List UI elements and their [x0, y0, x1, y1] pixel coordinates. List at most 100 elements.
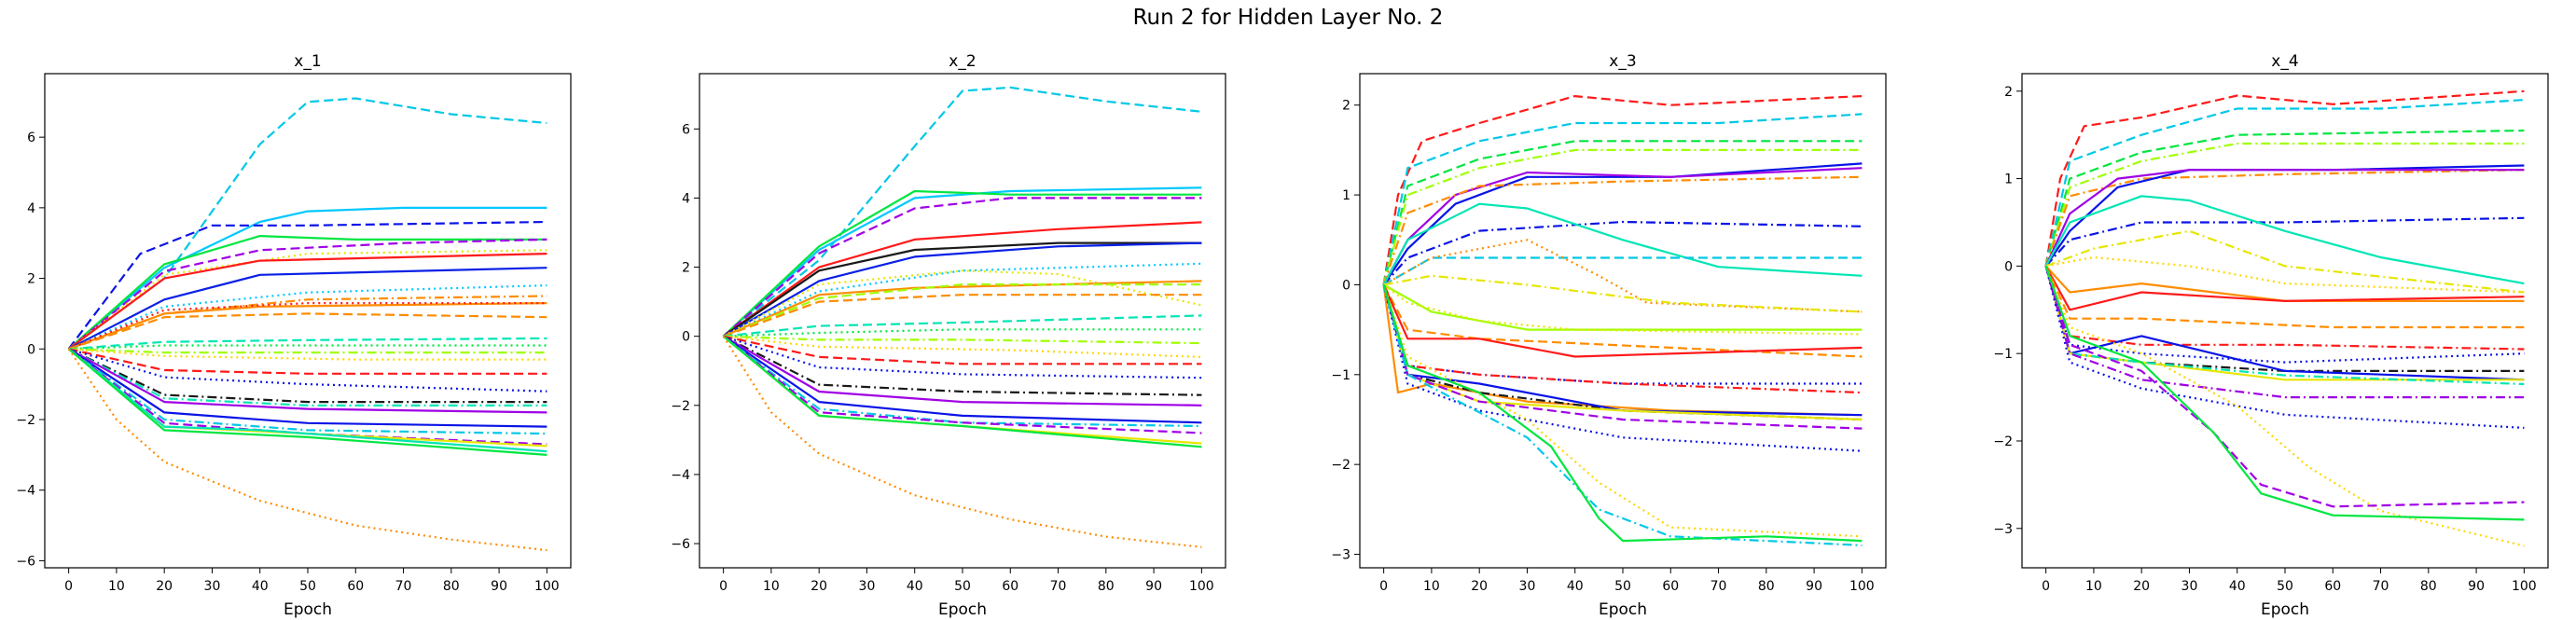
series-line — [723, 314, 1202, 338]
series-line — [67, 348, 547, 456]
series-line — [1383, 256, 1863, 286]
x-tick-label: 0 — [719, 579, 727, 594]
x-tick-label: 50 — [2277, 579, 2293, 594]
x-tick-label: 50 — [1614, 579, 1631, 594]
x-tick-label: 100 — [2512, 579, 2537, 594]
y-tick-label: 2 — [27, 272, 35, 287]
x-tick-label: 40 — [907, 579, 923, 594]
series-line — [68, 312, 547, 351]
series-line — [722, 197, 1202, 338]
series-line — [1382, 202, 1863, 286]
x-axis-label: Epoch — [284, 600, 332, 619]
series-line — [722, 241, 1202, 338]
x-tick-label: 100 — [1849, 579, 1875, 594]
y-tick-label: 0 — [682, 330, 690, 345]
series-line — [2044, 266, 2525, 399]
series-line — [723, 335, 1202, 358]
x-tick-label: 100 — [1189, 579, 1214, 594]
series-line — [1382, 284, 1863, 538]
series-line — [68, 348, 547, 354]
series-line — [722, 189, 1202, 338]
x-tick-label: 60 — [1002, 579, 1018, 594]
y-tick-label: −4 — [671, 468, 690, 483]
x-tick-label: 70 — [1050, 579, 1067, 594]
series-line — [722, 335, 1202, 424]
subplot-title: x_1 — [294, 52, 321, 71]
x-tick-label: 10 — [763, 579, 780, 594]
y-tick-label: −6 — [671, 537, 690, 552]
series-line — [68, 344, 547, 351]
y-tick-label: −1 — [1993, 347, 2013, 362]
x-tick-label: 80 — [1758, 579, 1775, 594]
y-tick-label: 6 — [27, 131, 35, 145]
series-line — [1382, 284, 1863, 358]
x-tick-label: 20 — [156, 579, 173, 594]
x-tick-label: 90 — [1145, 579, 1162, 594]
series-line — [67, 348, 547, 428]
x-tick-label: 20 — [810, 579, 827, 594]
series-line — [723, 335, 1202, 345]
series-line — [68, 302, 547, 351]
y-tick-label: 2 — [2004, 85, 2013, 100]
x-tick-label: 90 — [491, 579, 507, 594]
x-tick-label: 10 — [1423, 579, 1440, 594]
y-tick-label: −3 — [1993, 522, 2013, 537]
series-line — [1382, 148, 1863, 285]
series-line — [1382, 94, 1863, 285]
x-tick-label: 30 — [2181, 579, 2198, 594]
series-line — [2044, 169, 2525, 267]
series-group — [1382, 94, 1863, 546]
series-line — [2044, 195, 2525, 285]
series-line — [2044, 266, 2525, 508]
series-line — [2044, 265, 2525, 311]
subplot-title: x_4 — [2271, 52, 2298, 71]
series-line — [2044, 129, 2525, 267]
series-line — [68, 267, 547, 351]
series-line — [68, 348, 547, 404]
series-line — [67, 348, 547, 552]
y-tick-label: −4 — [16, 484, 35, 499]
series-line — [2044, 265, 2525, 329]
x-tick-label: 100 — [534, 579, 560, 594]
series-line — [68, 348, 547, 361]
x-tick-label: 60 — [347, 579, 364, 594]
series-line — [1383, 283, 1863, 331]
series-line — [2044, 265, 2525, 302]
y-tick-label: −2 — [1993, 434, 2013, 449]
x-tick-label: 10 — [2085, 579, 2102, 594]
series-line — [1383, 274, 1863, 313]
series-line — [723, 269, 1202, 338]
x-axis-label: Epoch — [938, 600, 987, 619]
series-line — [723, 328, 1202, 338]
series-line — [2044, 266, 2525, 364]
series-line — [2044, 90, 2525, 267]
figure-title: Run 2 for Hidden Layer No. 2 — [1132, 6, 1444, 30]
x-tick-label: 90 — [2468, 579, 2485, 594]
series-line — [723, 335, 1202, 379]
y-tick-label: 4 — [27, 201, 35, 216]
x-tick-label: 40 — [1567, 579, 1584, 594]
series-line — [1382, 113, 1863, 285]
series-line — [68, 337, 547, 351]
series-line — [2044, 169, 2525, 267]
y-tick-label: 6 — [682, 122, 690, 137]
series-line — [67, 348, 547, 435]
y-tick-label: 1 — [2004, 172, 2013, 187]
series-line — [722, 186, 1202, 338]
x-tick-label: 70 — [1710, 579, 1727, 594]
series-line — [67, 206, 547, 351]
series-line — [1382, 284, 1863, 543]
series-group — [67, 97, 547, 552]
x-tick-label: 80 — [443, 579, 460, 594]
x-tick-label: 20 — [2133, 579, 2150, 594]
x-tick-label: 20 — [1471, 579, 1488, 594]
series-line — [1383, 239, 1863, 313]
series-line — [723, 335, 1202, 406]
y-tick-label: −3 — [1331, 548, 1350, 563]
series-line — [67, 253, 547, 351]
series-line — [67, 220, 547, 350]
x-axis-label: Epoch — [2261, 600, 2309, 619]
series-line — [1382, 140, 1863, 285]
